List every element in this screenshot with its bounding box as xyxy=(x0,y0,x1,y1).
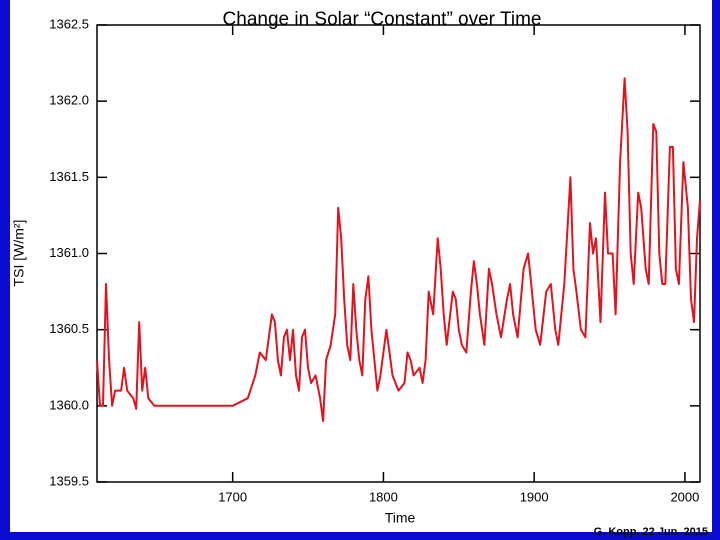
slide-background xyxy=(10,0,712,532)
credit: G. Kopp, 22 Jun. 2015 xyxy=(594,526,708,538)
chart-title: Change in Solar “Constant” over Time xyxy=(223,9,542,30)
x-tick-label: 1700 xyxy=(218,489,247,504)
y-tick-label: 1360.0 xyxy=(49,397,89,412)
y-axis-label: TSI [W/m²] xyxy=(11,220,27,287)
y-tick-label: 1359.5 xyxy=(49,473,89,488)
x-tick-label: 1900 xyxy=(520,489,549,504)
x-tick-label: 1800 xyxy=(369,489,398,504)
tsi-line xyxy=(96,77,701,423)
y-tick-label: 1361.5 xyxy=(49,169,89,184)
y-tick-label: 1361.0 xyxy=(49,245,89,260)
x-axis-label: Time xyxy=(385,510,416,526)
y-tick-label: 1360.5 xyxy=(49,321,89,336)
y-tick-label: 1362.5 xyxy=(49,16,89,31)
x-tick-label: 2000 xyxy=(670,489,699,504)
y-tick-label: 1362.0 xyxy=(49,93,89,108)
